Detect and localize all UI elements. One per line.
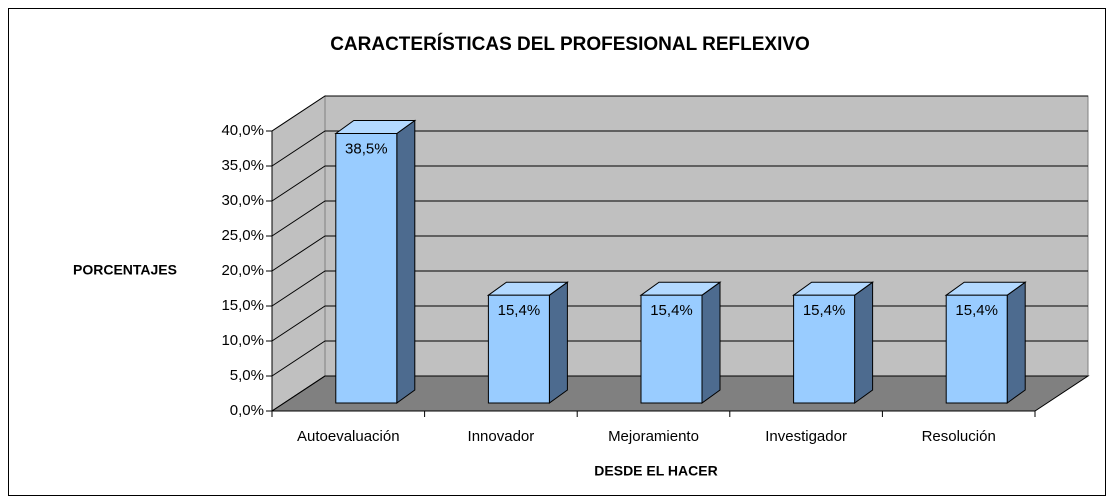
grid-line [271,165,1088,202]
y-tick-label: 20,0% [221,262,264,279]
y-tick-label: 15,0% [221,297,264,314]
bar-side [548,281,568,404]
bar [335,133,398,404]
y-tick-label: 40,0% [221,122,264,139]
data-label: 15,4% [803,302,846,319]
x-tick-label: Mejoramiento [608,428,699,445]
grid-line [271,130,1088,167]
bar [487,294,550,404]
x-tick-label: Investigador [765,428,847,445]
data-label: 15,4% [498,302,541,319]
grid-line [271,200,1088,237]
bar [793,294,856,404]
x-tick-label: Resolución [922,428,996,445]
y-axis-title: PORCENTAJES [73,262,177,278]
bar-side [701,281,721,404]
bar [640,294,703,404]
data-label: 38,5% [345,140,388,157]
y-tick-label: 5,0% [230,367,264,384]
y-tick-label: 35,0% [221,157,264,174]
y-tick-label: 30,0% [221,192,264,209]
bar-side [396,119,416,404]
bar-side [854,281,874,404]
chart-title: CARACTERÍSTICAS DEL PROFESIONAL REFLEXIV… [330,33,810,55]
bar-side [1006,281,1026,404]
y-tick-label: 25,0% [221,227,264,244]
grid-line [271,235,1088,272]
grid-line [271,95,1088,132]
y-tick-label: 0,0% [230,402,264,419]
data-label: 15,4% [955,302,998,319]
grid-line [271,270,1088,307]
x-tick-label: Autoevaluación [297,428,400,445]
data-label: 15,4% [650,302,693,319]
bar [945,294,1008,404]
x-axis-title: DESDE EL HACER [594,463,717,479]
x-tick-label: Innovador [468,428,535,445]
y-tick-label: 10,0% [221,332,264,349]
